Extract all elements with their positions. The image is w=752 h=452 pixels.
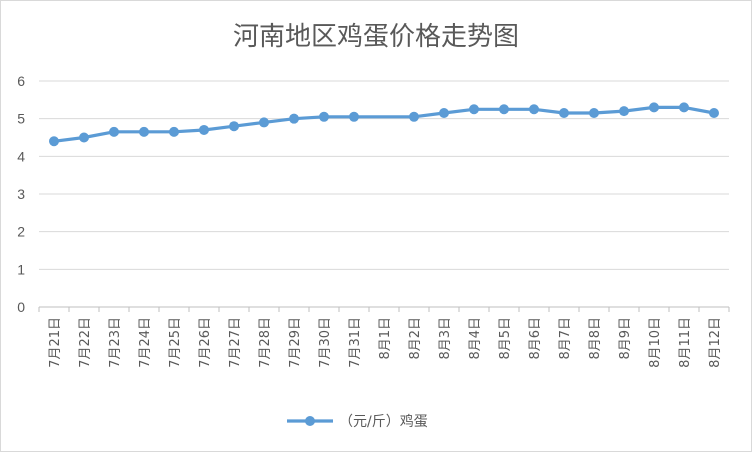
data-point (709, 108, 719, 119)
x-tick-label: 8月12日 (708, 317, 723, 368)
x-tick-label: 8月6日 (528, 317, 543, 360)
x-tick-label: 8月5日 (498, 317, 513, 360)
data-point (469, 104, 479, 115)
series-line (53, 105, 715, 143)
data-point (619, 106, 629, 117)
x-tick-label: 7月28日 (258, 317, 273, 368)
chart-title: 河南地区鸡蛋价格走势图 (233, 22, 519, 52)
data-point (49, 136, 59, 147)
x-tick-label: 8月7日 (558, 317, 573, 360)
x-tick-label: 8月8日 (588, 317, 603, 360)
data-point (679, 102, 689, 113)
x-tick-label: 7月24日 (138, 317, 153, 368)
legend-label: （元/斤）鸡蛋 (339, 413, 428, 430)
y-tick-label: 3 (17, 186, 25, 202)
data-point (259, 117, 269, 128)
x-tick-label: 7月23日 (108, 317, 123, 368)
data-point (409, 111, 419, 122)
data-point (79, 132, 89, 143)
legend-marker (305, 416, 315, 426)
x-tick-label: 7月25日 (168, 317, 183, 368)
data-point (649, 102, 659, 113)
x-tick-label: 8月1日 (378, 317, 393, 360)
y-tick-label: 4 (17, 148, 25, 164)
y-tick-label: 2 (17, 224, 25, 240)
x-tick-label: 7月29日 (288, 317, 303, 368)
data-point (289, 113, 299, 124)
data-point (319, 111, 329, 122)
x-tick-label: 8月3日 (438, 317, 453, 360)
y-axis-ticks: 0 1 2 3 4 5 6 (17, 73, 25, 315)
x-axis (38, 306, 730, 312)
y-tick-label: 1 (17, 261, 25, 277)
gridlines (39, 80, 729, 270)
x-tick-label: 7月27日 (228, 317, 243, 368)
data-point (499, 104, 509, 115)
x-tick-label: 7月30日 (318, 317, 333, 368)
x-tick-label: 8月11日 (678, 317, 693, 368)
data-point (529, 104, 539, 115)
x-tick-label: 8月10日 (648, 317, 663, 368)
data-point (559, 108, 569, 119)
data-point (109, 126, 119, 137)
data-point (439, 108, 449, 119)
x-tick-label: 7月22日 (78, 317, 93, 368)
x-tick-label: 8月9日 (618, 317, 633, 360)
legend: （元/斤）鸡蛋 (287, 413, 428, 430)
data-point (229, 121, 239, 132)
x-tick-label: 7月26日 (198, 317, 213, 368)
x-tick-label: 8月2日 (408, 317, 423, 360)
data-point (169, 126, 179, 137)
y-tick-label: 6 (17, 73, 25, 89)
x-tick-label: 8月4日 (468, 317, 483, 360)
data-point (349, 111, 359, 122)
y-tick-label: 0 (17, 299, 25, 315)
data-point (139, 126, 149, 137)
x-tick-label: 7月21日 (48, 317, 63, 368)
x-axis-ticks: 7月21日 7月22日 7月23日 7月24日 7月25日 7月26日 7月27日 7月28日… (48, 317, 723, 368)
y-tick-label: 5 (17, 111, 25, 127)
data-point (199, 124, 209, 135)
data-point (589, 108, 599, 119)
series-eggs (49, 102, 719, 147)
x-tick-label: 7月31日 (348, 317, 363, 368)
